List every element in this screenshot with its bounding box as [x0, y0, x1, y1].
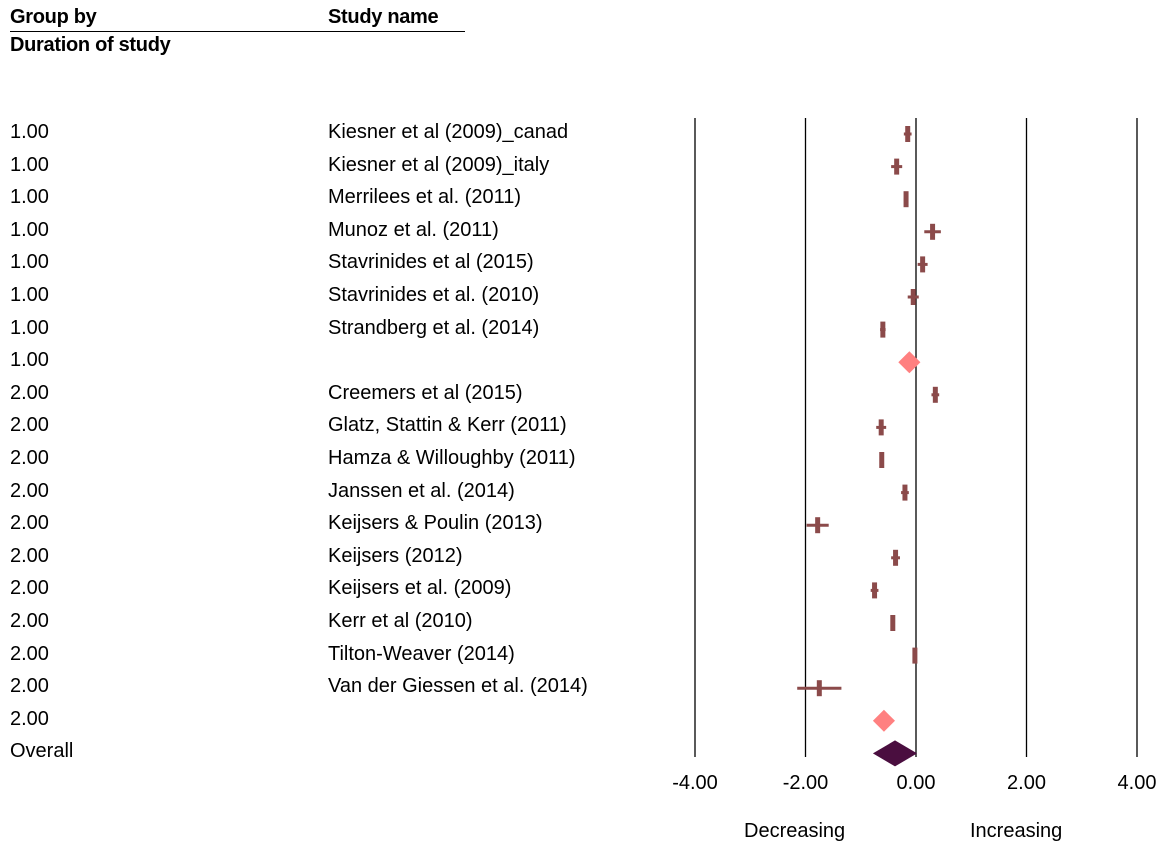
table-row: 2.00 Tilton-Weaver (2014)	[0, 643, 680, 676]
group-value: 2.00	[10, 479, 49, 502]
table-row: 2.00 Hamza & Willoughby (2011)	[0, 447, 680, 480]
group-value: 1.00	[10, 349, 49, 372]
group-value: 2.00	[10, 512, 49, 535]
x-tick-label: 0.00	[897, 772, 936, 794]
table-row: Overall	[0, 740, 680, 773]
group-value: Overall	[10, 740, 74, 763]
increasing-label: Increasing	[970, 820, 1063, 842]
header-underline	[10, 31, 465, 32]
study-name: Keijsers et al. (2009)	[328, 577, 512, 600]
table-row: 2.00 Van der Giessen et al. (2014)	[0, 675, 680, 708]
subgroup-diamond	[872, 709, 896, 732]
table-row: 1.00 Strandberg et al. (2014)	[0, 317, 680, 350]
overall-diamond	[872, 740, 918, 767]
study-name: Janssen et al. (2014)	[328, 479, 515, 502]
study-name: Creemers et al (2015)	[328, 381, 523, 404]
study-name: Stavrinides et al (2015)	[328, 251, 534, 274]
study-name: Kerr et al (2010)	[328, 610, 473, 632]
group-value: 1.00	[10, 251, 49, 274]
group-value: 2.00	[10, 707, 49, 730]
group-value: 2.00	[10, 675, 49, 698]
table-row: 1.00	[0, 349, 680, 382]
decreasing-label: Decreasing	[744, 820, 846, 842]
subgroup-header: Duration of study	[10, 34, 171, 56]
group-value: 2.00	[10, 577, 49, 600]
group-value: 1.00	[10, 186, 49, 209]
group-value: 2.00	[10, 447, 49, 469]
table-row: 1.00 Munoz et al. (2011)	[0, 219, 680, 252]
group-value: 2.00	[10, 414, 49, 437]
table-row: 2.00 Keijsers & Poulin (2013)	[0, 512, 680, 545]
study-name: Munoz et al. (2011)	[328, 218, 499, 241]
study-name: Glatz, Stattin & Kerr (2011)	[328, 414, 567, 437]
table-row: 1.00 Kiesner et al (2009)_canad	[0, 121, 680, 154]
study-name: Hamza & Willoughby (2011)	[328, 447, 576, 469]
table-row: 2.00 Janssen et al. (2014)	[0, 480, 680, 513]
group-value: 1.00	[10, 218, 49, 241]
group-value: 1.00	[10, 153, 49, 176]
group-value: 2.00	[10, 544, 49, 567]
table-row: 2.00 Kerr et al (2010)	[0, 610, 680, 643]
subgroup-diamond	[898, 351, 921, 374]
table-row: 2.00	[0, 708, 680, 741]
x-tick-label: -4.00	[672, 772, 718, 794]
study-name: Kiesner et al (2009)_italy	[328, 153, 550, 176]
group-value: 1.00	[10, 316, 49, 339]
study-rows: 1.00 Kiesner et al (2009)_canad 1.00 Kiesne…	[0, 121, 680, 773]
table-row: 1.00 Merrilees et al. (2011)	[0, 186, 680, 219]
group-value: 2.00	[10, 610, 49, 632]
study-name: Strandberg et al. (2014)	[328, 316, 540, 339]
table-row: 2.00 Keijsers et al. (2009)	[0, 577, 680, 610]
table-row: 2.00 Glatz, Stattin & Kerr (2011)	[0, 414, 680, 447]
x-tick-label: 4.00	[1118, 772, 1157, 794]
group-value: 2.00	[10, 381, 49, 404]
table-row: 1.00 Stavrinides et al (2015)	[0, 251, 680, 284]
group-value: 2.00	[10, 642, 49, 665]
study-name: Van der Giessen et al. (2014)	[328, 675, 588, 698]
group-value: 1.00	[10, 121, 49, 143]
study-name-header: Study name	[328, 6, 439, 28]
x-tick-label: -2.00	[783, 772, 829, 794]
table-row: 1.00 Kiesner et al (2009)_italy	[0, 154, 680, 187]
study-name: Keijsers (2012)	[328, 544, 463, 567]
study-name: Kiesner et al (2009)_canad	[328, 121, 569, 143]
x-tick-label: 2.00	[1007, 772, 1046, 794]
study-name: Merrilees et al. (2011)	[328, 186, 522, 209]
table-row: 1.00 Stavrinides et al. (2010)	[0, 284, 680, 317]
table-row: 2.00 Creemers et al (2015)	[0, 382, 680, 415]
table-row: 2.00 Keijsers (2012)	[0, 545, 680, 578]
study-name: Tilton-Weaver (2014)	[328, 642, 515, 665]
group-by-header: Group by	[10, 6, 97, 28]
study-name: Stavrinides et al. (2010)	[328, 284, 540, 306]
study-name: Keijsers & Poulin (2013)	[328, 512, 543, 535]
group-value: 1.00	[10, 284, 49, 306]
